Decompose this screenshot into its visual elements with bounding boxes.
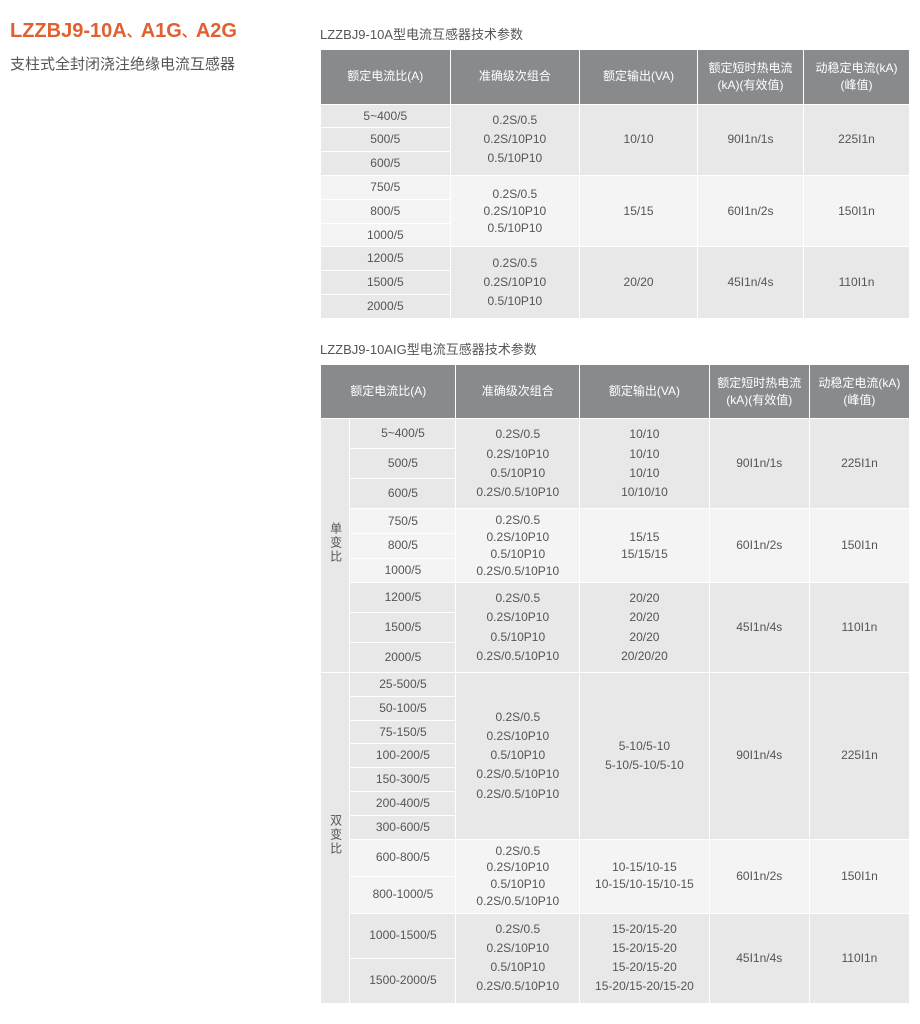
ratio-cell: 75-150/5 xyxy=(350,720,456,744)
thermal-cell: 90I1n/4s xyxy=(709,673,809,840)
table-row: 单变比5~400/50.2S/0.50.2S/10P100.5/10P100.2… xyxy=(321,419,910,449)
table2-header-row: 额定电流比(A) 准确级次组合 额定输出(VA) 额定短时热电流(kA)(有效值… xyxy=(321,364,910,419)
table-row: 750/50.2S/0.50.2S/10P100.5/10P1015/1560I… xyxy=(321,175,910,199)
accuracy-cell: 0.2S/0.50.2S/10P100.5/10P100.2S/0.5/10P1… xyxy=(456,839,580,913)
title-p2: A2G xyxy=(196,20,237,42)
ratio-cell: 1200/5 xyxy=(350,583,456,613)
ratio-cell: 300-600/5 xyxy=(350,815,456,839)
ratio-cell: 2000/5 xyxy=(350,643,456,673)
ratio-cell: 500/5 xyxy=(350,449,456,479)
dynamic-cell: 150I1n xyxy=(809,839,909,913)
ratio-cell: 5~400/5 xyxy=(321,104,451,128)
thermal-cell: 60I1n/2s xyxy=(709,509,809,583)
thermal-cell: 60I1n/2s xyxy=(709,839,809,913)
ratio-cell: 600-800/5 xyxy=(350,839,456,876)
table1: 额定电流比(A) 准确级次组合 额定输出(VA) 额定短时热电流(kA)(有效值… xyxy=(320,49,910,319)
table-row: 1200/50.2S/0.50.2S/10P100.5/10P100.2S/0.… xyxy=(321,583,910,613)
accuracy-cell: 0.2S/0.50.2S/10P100.5/10P100.2S/0.5/10P1… xyxy=(456,913,580,1003)
ratio-cell: 5~400/5 xyxy=(350,419,456,449)
output-cell: 10/10 xyxy=(580,104,698,175)
dynamic-cell: 110I1n xyxy=(803,247,909,318)
t1-h3: 额定短时热电流(kA)(有效值) xyxy=(697,50,803,105)
table2: 额定电流比(A) 准确级次组合 额定输出(VA) 额定短时热电流(kA)(有效值… xyxy=(320,364,910,1004)
table-row: 1000-1500/50.2S/0.50.2S/10P100.5/10P100.… xyxy=(321,913,910,958)
dynamic-cell: 225I1n xyxy=(803,104,909,175)
output-cell: 15-20/15-2015-20/15-2015-20/15-2015-20/1… xyxy=(580,913,710,1003)
product-subtitle: 支柱式全封闭浇注绝缘电流互感器 xyxy=(10,53,300,74)
table1-caption: LZZBJ9-10A型电流互感器技术参数 xyxy=(320,24,910,43)
ratio-cell: 1500/5 xyxy=(350,613,456,643)
output-cell: 20/20 xyxy=(580,247,698,318)
thermal-cell: 90I1n/1s xyxy=(709,419,809,509)
table-row: 5~400/50.2S/0.50.2S/10P100.5/10P1010/109… xyxy=(321,104,910,128)
dynamic-cell: 110I1n xyxy=(809,583,909,673)
dynamic-cell: 110I1n xyxy=(809,913,909,1003)
t1-h0: 额定电流比(A) xyxy=(321,50,451,105)
ratio-cell: 1000/5 xyxy=(350,558,456,583)
accuracy-cell: 0.2S/0.50.2S/10P100.5/10P10 xyxy=(450,175,580,246)
ratio-cell: 600/5 xyxy=(321,152,451,176)
accuracy-cell: 0.2S/0.50.2S/10P100.5/10P10 xyxy=(450,104,580,175)
ratio-cell: 500/5 xyxy=(321,128,451,152)
ratio-cell: 800-1000/5 xyxy=(350,876,456,913)
ratio-cell: 750/5 xyxy=(321,175,451,199)
thermal-cell: 90I1n/1s xyxy=(697,104,803,175)
ratio-cell: 800/5 xyxy=(321,199,451,223)
sep2: 、 xyxy=(182,24,196,40)
title-p1: A1G xyxy=(141,20,182,42)
thermal-cell: 45I1n/4s xyxy=(709,913,809,1003)
ratio-cell: 2000/5 xyxy=(321,294,451,318)
output-cell: 20/2020/2020/2020/20/20 xyxy=(580,583,710,673)
dynamic-cell: 150I1n xyxy=(803,175,909,246)
t2-h2: 额定输出(VA) xyxy=(580,364,710,419)
ratio-cell: 1500/5 xyxy=(321,271,451,295)
output-cell: 5-10/5-105-10/5-10/5-10 xyxy=(580,673,710,840)
t1-h4: 动稳定电流(kA)(峰值) xyxy=(803,50,909,105)
accuracy-cell: 0.2S/0.50.2S/10P100.5/10P10 xyxy=(450,247,580,318)
ratio-cell: 800/5 xyxy=(350,533,456,558)
product-title: LZZBJ9-10A、A1G、A2G xyxy=(10,20,300,43)
dynamic-cell: 225I1n xyxy=(809,419,909,509)
ratio-cell: 600/5 xyxy=(350,479,456,509)
ratio-cell: 100-200/5 xyxy=(350,744,456,768)
ratio-cell: 50-100/5 xyxy=(350,696,456,720)
accuracy-cell: 0.2S/0.50.2S/10P100.5/10P100.2S/0.5/10P1… xyxy=(456,419,580,509)
ratio-cell: 200-400/5 xyxy=(350,792,456,816)
title-p0: LZZBJ9-10A xyxy=(10,20,127,42)
table-row: 双变比25-500/50.2S/0.50.2S/10P100.5/10P100.… xyxy=(321,673,910,697)
output-cell: 15/15 xyxy=(580,175,698,246)
t2-h0: 额定电流比(A) xyxy=(321,364,456,419)
table2-caption: LZZBJ9-10AIG型电流互感器技术参数 xyxy=(320,339,910,358)
ratio-cell: 1000-1500/5 xyxy=(350,913,456,958)
output-cell: 10-15/10-1510-15/10-15/10-15 xyxy=(580,839,710,913)
ratio-cell: 1200/5 xyxy=(321,247,451,271)
sep1: 、 xyxy=(127,24,141,40)
thermal-cell: 45I1n/4s xyxy=(709,583,809,673)
t1-h2: 额定输出(VA) xyxy=(580,50,698,105)
accuracy-cell: 0.2S/0.50.2S/10P100.5/10P100.2S/0.5/10P1… xyxy=(456,583,580,673)
t2-h1: 准确级次组合 xyxy=(456,364,580,419)
dynamic-cell: 150I1n xyxy=(809,509,909,583)
thermal-cell: 60I1n/2s xyxy=(697,175,803,246)
output-cell: 10/1010/1010/1010/10/10 xyxy=(580,419,710,509)
accuracy-cell: 0.2S/0.50.2S/10P100.5/10P100.2S/0.5/10P1… xyxy=(456,509,580,583)
table-row: 600-800/50.2S/0.50.2S/10P100.5/10P100.2S… xyxy=(321,839,910,876)
table1-header-row: 额定电流比(A) 准确级次组合 额定输出(VA) 额定短时热电流(kA)(有效值… xyxy=(321,50,910,105)
table-row: 1200/50.2S/0.50.2S/10P100.5/10P1020/2045… xyxy=(321,247,910,271)
ratio-cell: 150-300/5 xyxy=(350,768,456,792)
dynamic-cell: 225I1n xyxy=(809,673,909,840)
table-row: 750/50.2S/0.50.2S/10P100.5/10P100.2S/0.5… xyxy=(321,509,910,534)
accuracy-cell: 0.2S/0.50.2S/10P100.5/10P100.2S/0.5/10P1… xyxy=(456,673,580,840)
ratio-cell: 750/5 xyxy=(350,509,456,534)
section-label: 双变比 xyxy=(321,673,350,1004)
t2-h4: 动稳定电流(kA)(峰值) xyxy=(809,364,909,419)
output-cell: 15/1515/15/15 xyxy=(580,509,710,583)
t1-h1: 准确级次组合 xyxy=(450,50,580,105)
ratio-cell: 1000/5 xyxy=(321,223,451,247)
thermal-cell: 45I1n/4s xyxy=(697,247,803,318)
section-label: 单变比 xyxy=(321,419,350,673)
t2-h3: 额定短时热电流(kA)(有效值) xyxy=(709,364,809,419)
ratio-cell: 1500-2000/5 xyxy=(350,958,456,1003)
ratio-cell: 25-500/5 xyxy=(350,673,456,697)
